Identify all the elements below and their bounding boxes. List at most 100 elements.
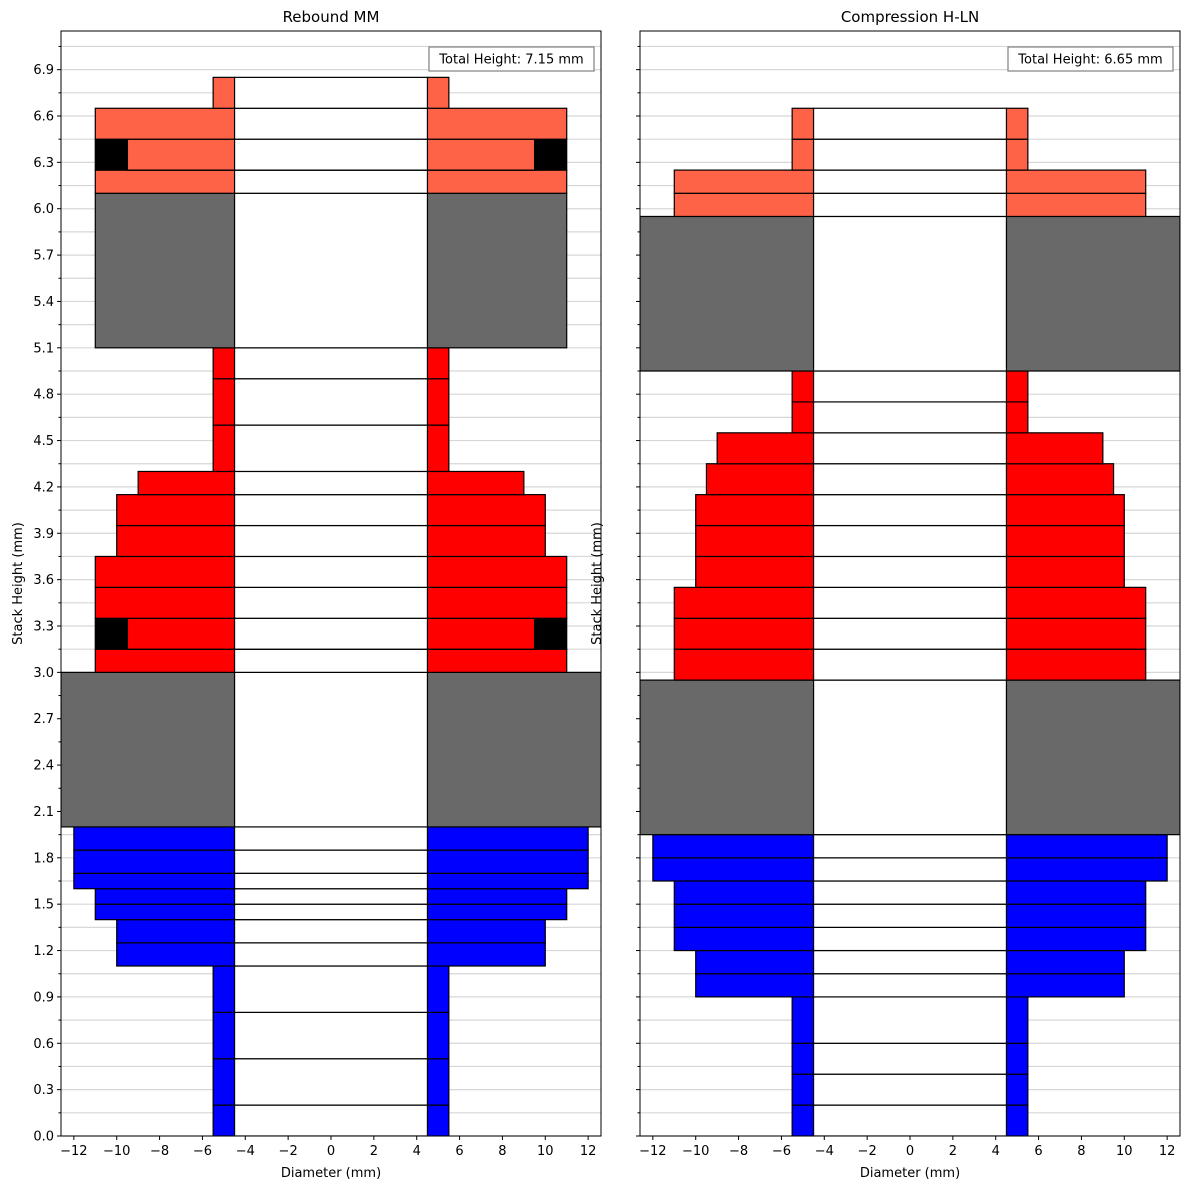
shim-bore	[812, 215, 1008, 372]
stack-component	[73, 849, 589, 874]
shim-right	[1005, 138, 1029, 171]
shim-left	[673, 192, 815, 218]
stack-component	[652, 857, 1168, 882]
y-tick-label: 3.6	[33, 573, 54, 588]
shim-left	[640, 679, 815, 836]
shim-right	[1005, 555, 1125, 588]
stack-component	[791, 370, 1029, 403]
shim-left	[212, 76, 236, 109]
x-tick-label: 2	[949, 1144, 957, 1159]
stack-component	[212, 965, 450, 1013]
shim-left	[212, 1058, 236, 1106]
shim-left	[695, 555, 815, 588]
x-tick-label: 2	[370, 1144, 378, 1159]
y-axis-ticks: 0.0 0.3 0.6 0.9 1.2 1.5 1.8 2.1 2.4 2.7 3.0 3.3 3.6 3…	[33, 45, 61, 1145]
shim-right	[1005, 169, 1147, 194]
shim-bore	[812, 524, 1008, 558]
stack-component	[212, 1011, 450, 1060]
y-tick-label: 3.9	[33, 527, 54, 542]
stack-component	[673, 192, 1147, 218]
stack-component	[94, 555, 568, 588]
stack-component	[212, 378, 450, 426]
shim-right	[1005, 949, 1125, 975]
shim-bore	[233, 76, 429, 109]
shim-right	[426, 872, 589, 890]
shim-left	[673, 169, 815, 194]
y-tick-label: 1.2	[33, 944, 54, 959]
stack-component	[116, 919, 546, 944]
total-height-annotation: Total Height: 7.15 mm	[428, 46, 595, 72]
shim-bore	[233, 671, 429, 828]
x-axis-label: Diameter (mm)	[281, 1166, 381, 1181]
shim-right	[1005, 1073, 1029, 1106]
shim-right	[1005, 107, 1029, 140]
shim-right	[426, 424, 450, 473]
shim-bore	[233, 378, 429, 426]
shim-left	[137, 470, 236, 496]
shim-bore	[233, 1011, 429, 1060]
x-tick-label: −10	[103, 1144, 130, 1159]
stack-component	[673, 586, 1147, 619]
stack-component	[695, 555, 1125, 588]
shim-right	[426, 494, 546, 527]
shim-bore	[233, 919, 429, 944]
stack-component	[695, 973, 1125, 998]
shim-right	[1005, 1042, 1029, 1075]
shim-bore	[233, 617, 429, 650]
annotation-text: Total Height: 7.15 mm	[438, 53, 583, 68]
shim-right	[426, 470, 525, 496]
shim-left	[116, 919, 236, 944]
shim-right	[1005, 996, 1029, 1044]
stack-component	[212, 347, 450, 380]
shim-bore	[812, 648, 1008, 681]
shim-left	[61, 671, 236, 828]
shim-bore	[233, 903, 429, 921]
stack-component	[640, 679, 1180, 836]
shim-right	[1005, 192, 1147, 218]
stack-component	[673, 880, 1147, 905]
shim-bore	[233, 965, 429, 1013]
shim-right	[426, 671, 601, 828]
shim-right	[1005, 432, 1104, 465]
shim-left	[126, 138, 236, 171]
chart-panel-2: −12 −10 −8 −6 −4 −2 0 2 4 6 8 10 12 Compression H-LN D…	[590, 8, 1181, 1181]
y-tick-label: 6.3	[33, 156, 54, 171]
x-tick-label: −2	[279, 1144, 298, 1159]
shim-bore	[812, 463, 1008, 496]
shim-right	[426, 849, 589, 874]
shim-bore	[812, 857, 1008, 882]
shim-left	[94, 107, 236, 140]
shim-left	[695, 973, 815, 998]
y-tick-label: 0.9	[33, 990, 54, 1005]
x-tick-label: 0	[906, 1144, 914, 1159]
shim-right	[1005, 215, 1180, 372]
shim-bore	[812, 926, 1008, 952]
y-tick-label: 5.7	[33, 249, 54, 264]
shim-right	[426, 826, 589, 851]
shim-right	[1005, 370, 1029, 403]
stack-component	[791, 1104, 1029, 1136]
chart-title: Compression H-LN	[841, 8, 979, 26]
shim-right	[1005, 926, 1147, 952]
stack-component	[652, 834, 1168, 859]
shim-bore	[812, 169, 1008, 194]
x-tick-label: 4	[413, 1144, 421, 1159]
y-axis-label: Stack Height (mm)	[11, 522, 26, 645]
shim-left	[716, 432, 815, 465]
stack-component	[137, 470, 525, 496]
stack-component	[94, 648, 568, 673]
shim-left	[212, 965, 236, 1013]
y-tick-label: 2.7	[33, 712, 54, 727]
stack-component	[116, 942, 546, 967]
x-tick-label: 6	[455, 1144, 463, 1159]
shim-bore	[812, 679, 1008, 836]
stack-component	[61, 671, 601, 828]
shim-bore	[233, 1104, 429, 1136]
shim-bore	[233, 849, 429, 874]
shim-left	[126, 617, 236, 650]
y-tick-label: 6.0	[33, 202, 54, 217]
x-tick-label: −6	[772, 1144, 791, 1159]
y-tick-label: 5.4	[33, 295, 54, 310]
stack-component	[94, 903, 568, 921]
shim-left	[695, 949, 815, 975]
